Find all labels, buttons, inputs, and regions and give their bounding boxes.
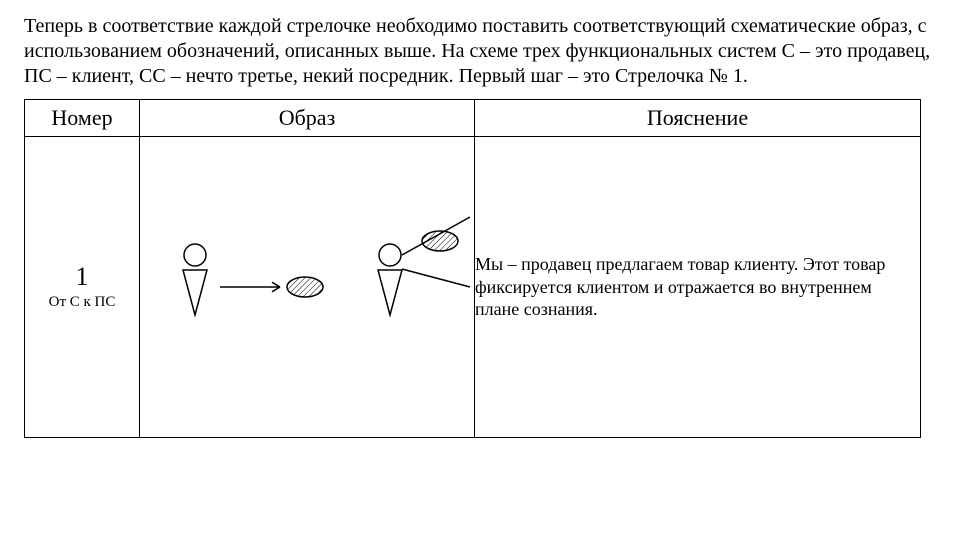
cell-diagram [140, 137, 475, 438]
table-header-row: Номер Образ Пояснение [25, 100, 921, 137]
col-header-expl: Пояснение [475, 100, 921, 137]
row-number: 1 [25, 264, 139, 290]
cell-number: 1 От С к ПС [25, 137, 140, 438]
row-number-sub: От С к ПС [25, 294, 139, 311]
cell-explanation: Мы – продавец предлагаем товар клиенту. … [475, 137, 921, 438]
intro-paragraph: Теперь в соответствие каждой стрелочке н… [24, 14, 936, 89]
col-header-number: Номер [25, 100, 140, 137]
schematic-diagram [140, 137, 475, 437]
table-row: 1 От С к ПС Мы – продавец предлагаем тов… [25, 137, 921, 438]
diagram-container [140, 137, 474, 437]
main-table: Номер Образ Пояснение 1 От С к ПС Мы – п… [24, 99, 921, 438]
col-header-image: Образ [140, 100, 475, 137]
